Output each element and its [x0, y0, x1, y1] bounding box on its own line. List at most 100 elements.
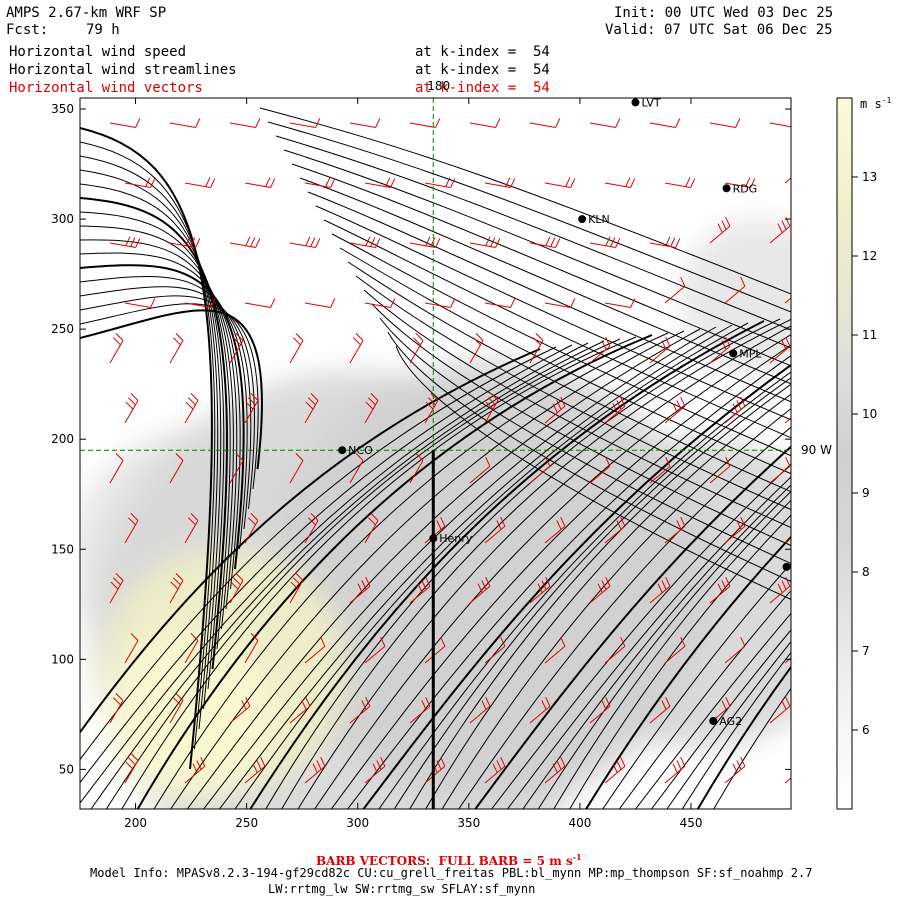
barb-flag [801, 637, 805, 646]
barb-shaft [124, 400, 139, 424]
barb-flag [113, 337, 121, 346]
barb-flag [781, 220, 787, 230]
field-level-speed: at k-index = 54 [415, 44, 550, 60]
barb-flag [657, 583, 663, 593]
barb-shaft [169, 580, 184, 604]
barb-flag [680, 637, 686, 647]
barb-flag [556, 520, 562, 530]
barb-flag [250, 393, 259, 401]
barb-flag [541, 580, 547, 590]
barb-flag [428, 397, 436, 406]
barb-shaft [649, 242, 676, 249]
y-tick-label: 300 [51, 212, 74, 226]
barb-shaft [709, 465, 731, 484]
barb-shaft [229, 460, 244, 484]
fcst-value: 79 h [86, 22, 120, 38]
barb-flag [477, 583, 483, 593]
barb-flag [496, 760, 502, 770]
wind-barb [604, 298, 636, 309]
wind-barb [769, 577, 791, 604]
wind-barb [649, 697, 671, 724]
barb-flag [190, 513, 199, 521]
wind-barb [184, 177, 216, 189]
colorbar-label: 7 [862, 644, 870, 658]
x-tick-label: 450 [680, 816, 703, 830]
barb-flag [310, 237, 316, 247]
streamline [80, 264, 245, 570]
barb-shaft [229, 580, 244, 604]
barb-flag [721, 340, 727, 350]
barb-flag [680, 277, 686, 287]
barb-shaft [349, 122, 376, 129]
barb-shaft [484, 525, 506, 544]
barb-flag [310, 393, 319, 401]
barb-flag [481, 700, 487, 710]
barb-shaft [229, 340, 244, 364]
barb-shaft [649, 705, 671, 724]
barb-flag [330, 178, 336, 188]
barb-shaft [709, 225, 731, 244]
streamline [339, 247, 791, 475]
model-title: AMPS 2.67-km WRF SP [6, 5, 167, 21]
wind-barb [484, 177, 516, 189]
barb-flag [670, 237, 676, 247]
barb-flag [793, 404, 797, 413]
barb-flag [245, 401, 254, 410]
barb-flag [195, 118, 201, 128]
barb-flag [252, 763, 258, 773]
barb-flag [665, 236, 671, 246]
barb-flag [610, 237, 616, 247]
barb-shaft [709, 122, 736, 129]
wind-barb [649, 457, 671, 484]
barb-shaft [109, 242, 136, 249]
barb-flag [365, 401, 374, 410]
streamline [378, 371, 791, 809]
barb-flag [235, 333, 244, 341]
streamline [602, 562, 791, 809]
barb-flag [625, 177, 631, 187]
wind-barb [169, 693, 184, 724]
wind-barb [109, 236, 141, 249]
wind-barb [469, 457, 491, 484]
wind-barb [544, 637, 566, 664]
wind-barb [604, 397, 626, 424]
barb-flag [295, 453, 304, 461]
barb-flag [500, 637, 506, 647]
station-lvt: LVT [631, 96, 661, 109]
barb-shaft [184, 182, 211, 189]
barb-flag [421, 700, 427, 710]
barb-flag [473, 337, 481, 346]
wind-barb [109, 453, 124, 484]
barb-flag [170, 581, 179, 590]
barb-flag [130, 633, 139, 641]
barb-shaft [364, 520, 379, 544]
wind-barb [409, 577, 431, 604]
barb-shaft [124, 302, 151, 309]
barb-flag [413, 337, 421, 346]
barb-flag [175, 693, 184, 701]
barb-flag [717, 223, 723, 233]
wind-barb [124, 177, 156, 189]
wind-barb [124, 513, 139, 544]
barb-flag [330, 298, 336, 308]
barb-flag [372, 763, 378, 773]
station-kln: KLN [578, 213, 610, 226]
barb-flag [245, 697, 251, 707]
barb-flag [552, 403, 558, 413]
station-marker [429, 534, 438, 543]
barb-shaft [109, 122, 136, 129]
station-rdg: RDG [722, 182, 757, 195]
barb-flag [541, 700, 547, 710]
wind-barb [229, 333, 244, 364]
init-time: Init: 00 UTC Wed 03 Dec 25 [614, 5, 834, 21]
colorbar-label: 13 [862, 170, 877, 184]
wind-barb [229, 453, 244, 484]
streamline [80, 344, 573, 784]
barb-shaft [664, 645, 686, 664]
barb-flag [310, 513, 319, 521]
wind-barb [709, 337, 731, 364]
barb-shaft [769, 585, 791, 604]
wind-barb [169, 333, 184, 364]
barb-flag [616, 760, 622, 770]
speed-region-7 [679, 218, 791, 374]
